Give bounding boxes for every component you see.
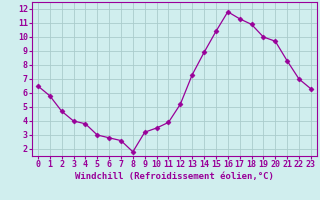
X-axis label: Windchill (Refroidissement éolien,°C): Windchill (Refroidissement éolien,°C) xyxy=(75,172,274,181)
